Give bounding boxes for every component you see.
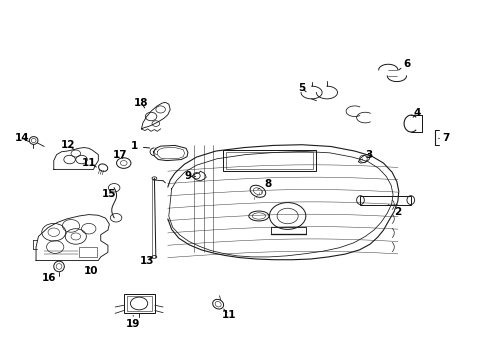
Text: 4: 4 bbox=[412, 108, 420, 118]
Text: 10: 10 bbox=[84, 266, 98, 276]
Bar bbox=[79, 247, 97, 257]
Text: 15: 15 bbox=[102, 189, 116, 199]
Bar bbox=[123, 294, 155, 313]
Bar bbox=[360, 196, 410, 205]
Text: 8: 8 bbox=[257, 179, 271, 189]
Text: 14: 14 bbox=[14, 133, 29, 143]
Text: 12: 12 bbox=[61, 140, 75, 150]
Text: 7: 7 bbox=[438, 133, 448, 143]
Text: 5: 5 bbox=[298, 83, 305, 93]
Text: 11: 11 bbox=[221, 309, 235, 320]
Text: 11: 11 bbox=[82, 158, 96, 168]
Text: 9: 9 bbox=[184, 171, 195, 181]
Text: 2: 2 bbox=[387, 205, 401, 217]
Bar bbox=[223, 150, 316, 171]
Text: 6: 6 bbox=[398, 59, 410, 70]
Text: 19: 19 bbox=[125, 315, 140, 329]
Text: 3: 3 bbox=[361, 150, 372, 160]
Bar bbox=[226, 153, 312, 170]
Text: 18: 18 bbox=[134, 98, 148, 108]
Text: 13: 13 bbox=[140, 256, 154, 266]
Bar bbox=[126, 296, 151, 311]
Text: 1: 1 bbox=[130, 141, 149, 152]
Text: 17: 17 bbox=[112, 150, 127, 160]
Text: 16: 16 bbox=[42, 273, 57, 283]
